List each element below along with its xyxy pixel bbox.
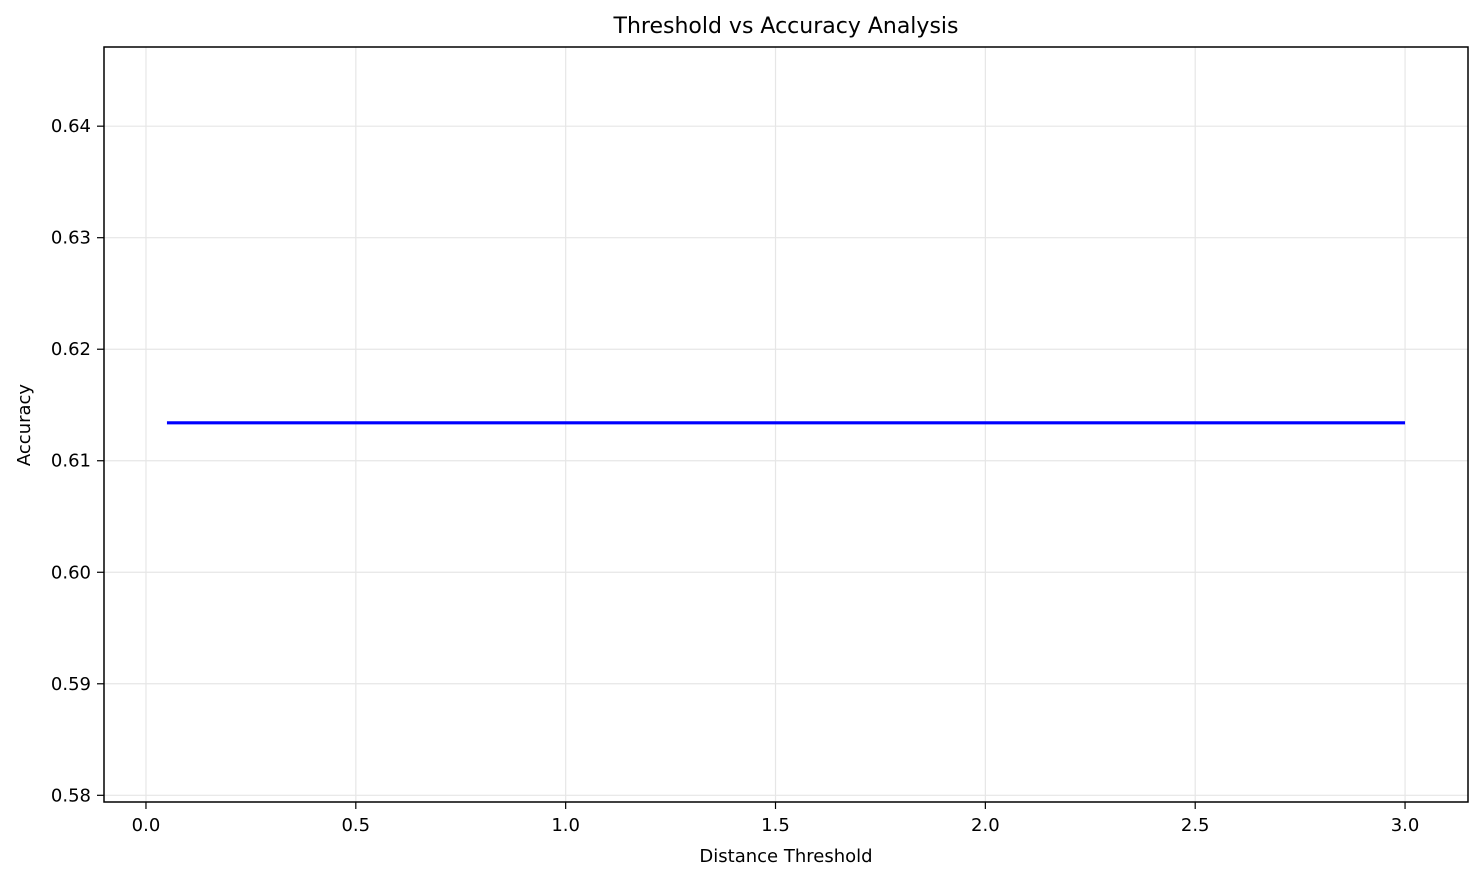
y-tick-label: 0.62 (51, 339, 91, 360)
chart-title: Threshold vs Accuracy Analysis (613, 14, 959, 39)
x-tick-label: 3.0 (1391, 815, 1420, 836)
y-tick-label: 0.60 (51, 562, 91, 583)
grid-lines (104, 47, 1468, 802)
y-tick-label: 0.63 (51, 228, 91, 249)
x-tick-label: 1.5 (761, 815, 790, 836)
y-axis-ticks: 0.58 0.59 0.60 0.61 0.62 0.63 0.64 (51, 116, 104, 806)
x-tick-label: 0.0 (132, 815, 161, 836)
plot-frame (103, 46, 1469, 803)
y-tick-label: 0.59 (51, 674, 91, 695)
x-axis-label: Distance Threshold (699, 846, 872, 867)
x-tick-label: 0.5 (341, 815, 370, 836)
x-tick-label: 2.5 (1181, 815, 1210, 836)
y-axis-label: Accuracy (14, 384, 35, 467)
x-tick-label: 1.0 (551, 815, 580, 836)
x-tick-label: 2.0 (971, 815, 1000, 836)
x-axis-ticks: 0.0 0.5 1.0 1.5 2.0 2.5 3.0 (132, 802, 1420, 836)
y-tick-label: 0.58 (51, 785, 91, 806)
y-tick-label: 0.61 (51, 451, 91, 472)
y-tick-label: 0.64 (51, 116, 91, 137)
